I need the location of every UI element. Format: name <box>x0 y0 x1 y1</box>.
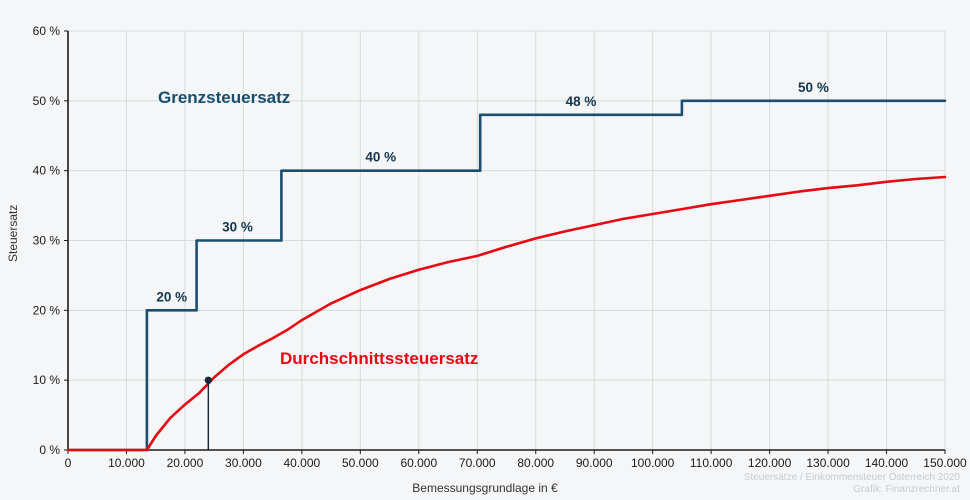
grenzsteuersatz-line <box>66 99 947 452</box>
durchschnittssteuersatz-line <box>66 175 947 452</box>
x-tick-label: 30.000 <box>225 456 262 470</box>
step-label: 48 % <box>566 94 597 109</box>
x-tick-label: 0 <box>65 456 72 470</box>
x-tick-label: 20.000 <box>167 456 204 470</box>
y-tick-label: 20 % <box>33 303 61 317</box>
marker-dot <box>204 376 212 384</box>
y-tick-label: 50 % <box>33 94 61 108</box>
x-tick-label: 50.000 <box>342 456 379 470</box>
x-tick-label: 60.000 <box>400 456 437 470</box>
x-tick-label: 10.000 <box>108 456 145 470</box>
x-tick-label: 100.000 <box>631 456 675 470</box>
y-axis-title: Steuersatz <box>6 204 20 262</box>
attribution-credit: Grafik: Finanzrechner.at <box>853 484 960 495</box>
step-label: 50 % <box>798 80 829 95</box>
x-tick-label: 80.000 <box>517 456 554 470</box>
x-tick-label: 90.000 <box>576 456 613 470</box>
attribution: Steuersätze / Einkommensteuer Österreich… <box>744 472 960 496</box>
x-tick-label: 140.000 <box>865 456 909 470</box>
y-tick-label: 30 % <box>33 234 61 248</box>
step-label: 40 % <box>365 150 396 165</box>
y-tick-label: 60 % <box>33 24 61 38</box>
y-tick-label: 40 % <box>33 164 61 178</box>
attribution-source: Steuersätze / Einkommensteuer Österreich… <box>743 472 960 483</box>
x-tick-label: 150.000 <box>923 456 967 470</box>
marginal-rate-label: Grenzsteuersatz <box>158 88 291 107</box>
y-tick-label: 0 % <box>39 443 60 457</box>
x-tick-label: 130.000 <box>806 456 850 470</box>
x-axis-title: Bemessungsgrundlage in € <box>412 481 558 495</box>
step-label: 30 % <box>222 220 253 235</box>
average-rate-label: Durchschnittssteuersatz <box>280 349 479 368</box>
x-tick-label: 40.000 <box>284 456 321 470</box>
x-tick-label: 120.000 <box>748 456 792 470</box>
x-tick-label: 70.000 <box>459 456 496 470</box>
x-tick-label: 110.000 <box>690 456 733 470</box>
y-tick-label: 10 % <box>33 373 61 387</box>
step-label: 20 % <box>156 289 187 304</box>
